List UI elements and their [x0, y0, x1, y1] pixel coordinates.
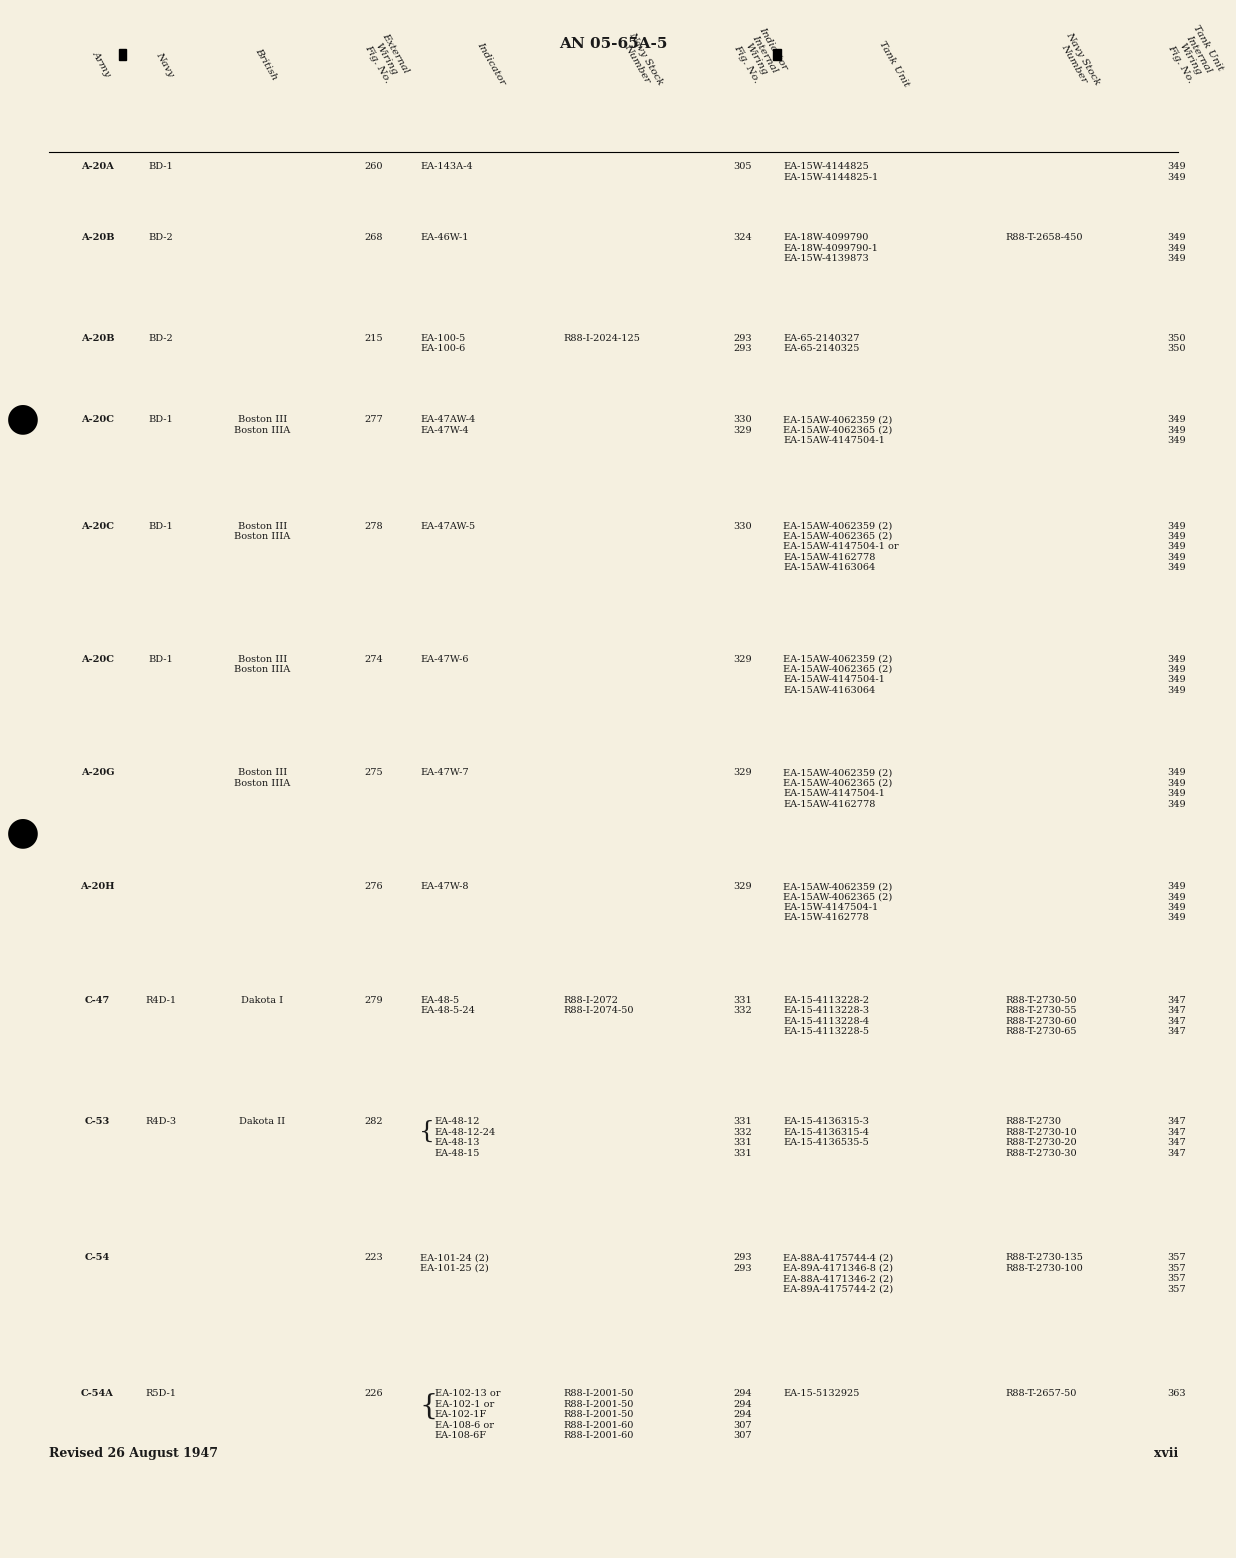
Text: Navy: Navy: [153, 50, 176, 78]
Text: A-20C: A-20C: [82, 654, 114, 664]
Text: R4D-1: R4D-1: [145, 996, 176, 1005]
Text: EA-47AW-5: EA-47AW-5: [420, 522, 476, 531]
Text: 268: 268: [365, 234, 383, 243]
Text: Army: Army: [90, 50, 112, 78]
Text: R5D-1: R5D-1: [145, 1390, 176, 1399]
Text: Boston III
Boston IIIA: Boston III Boston IIIA: [235, 654, 290, 675]
Text: BD-1: BD-1: [148, 414, 173, 424]
Text: A-20G: A-20G: [80, 768, 114, 777]
Text: 349
349
349: 349 349 349: [1167, 414, 1187, 446]
Text: C-54: C-54: [85, 1253, 110, 1262]
Text: {: {: [419, 1120, 435, 1144]
Text: 349
349
349
349: 349 349 349 349: [1167, 654, 1187, 695]
Text: 226: 226: [365, 1390, 383, 1399]
Text: R88-I-2001-50
R88-I-2001-50
R88-I-2001-50
R88-I-2001-60
R88-I-2001-60: R88-I-2001-50 R88-I-2001-50 R88-I-2001-5…: [564, 1390, 634, 1440]
Text: 349
349
349: 349 349 349: [1167, 234, 1187, 263]
Text: Navy Stock
Number: Navy Stock Number: [1056, 31, 1103, 92]
Text: EA-102-13 or
EA-102-1 or
EA-102-1F
EA-108-6 or
EA-108-6F: EA-102-13 or EA-102-1 or EA-102-1F EA-10…: [435, 1390, 501, 1440]
Text: A-20C: A-20C: [82, 414, 114, 424]
Text: BD-2: BD-2: [148, 333, 173, 343]
Text: EA-15-5132925: EA-15-5132925: [782, 1390, 859, 1399]
Text: EA-47W-7: EA-47W-7: [420, 768, 468, 777]
Text: 305: 305: [733, 162, 751, 171]
Text: 363: 363: [1167, 1390, 1187, 1399]
Text: A-20B: A-20B: [80, 234, 114, 243]
Text: R88-T-2730
R88-T-2730-10
R88-T-2730-20
R88-T-2730-30: R88-T-2730 R88-T-2730-10 R88-T-2730-20 R…: [1005, 1117, 1077, 1158]
Text: Boston III
Boston IIIA: Boston III Boston IIIA: [235, 414, 290, 435]
Text: R4D-3: R4D-3: [145, 1117, 176, 1126]
Text: xvii: xvii: [1153, 1447, 1178, 1460]
Text: 215: 215: [365, 333, 383, 343]
Text: C-47: C-47: [85, 996, 110, 1005]
Text: 294
294
294
307
307: 294 294 294 307 307: [733, 1390, 751, 1440]
Text: EA-15-4113228-2
EA-15-4113228-3
EA-15-4113228-4
EA-15-4113228-5: EA-15-4113228-2 EA-15-4113228-3 EA-15-41…: [782, 996, 869, 1036]
Text: EA-15-4136315-3
EA-15-4136315-4
EA-15-4136535-5: EA-15-4136315-3 EA-15-4136315-4 EA-15-41…: [782, 1117, 869, 1147]
Text: Tank Unit: Tank Unit: [878, 39, 911, 89]
Text: BD-1: BD-1: [148, 654, 173, 664]
Text: 276: 276: [365, 882, 383, 891]
Text: EA-48-5
EA-48-5-24: EA-48-5 EA-48-5-24: [420, 996, 476, 1016]
Text: 330: 330: [733, 522, 751, 531]
Text: BD-1: BD-1: [148, 522, 173, 531]
Text: 324: 324: [733, 234, 751, 243]
Text: EA-100-5
EA-100-6: EA-100-5 EA-100-6: [420, 333, 466, 354]
Text: Boston III
Boston IIIA: Boston III Boston IIIA: [235, 522, 290, 541]
Text: 223: 223: [365, 1253, 383, 1262]
Text: Revised 26 August 1947: Revised 26 August 1947: [49, 1447, 219, 1460]
Text: Dakota I: Dakota I: [241, 996, 283, 1005]
Text: 349
349
349
349: 349 349 349 349: [1167, 882, 1187, 922]
Text: 349
349: 349 349: [1167, 162, 1187, 182]
Text: EA-47AW-4
EA-47W-4: EA-47AW-4 EA-47W-4: [420, 414, 476, 435]
Text: 278: 278: [365, 522, 383, 531]
Text: 331
332
331
331: 331 332 331 331: [733, 1117, 751, 1158]
Text: BD-1: BD-1: [148, 162, 173, 171]
Text: External
Wiring
Fig. No.: External Wiring Fig. No.: [362, 31, 410, 86]
Text: Navy Stock
Number: Navy Stock Number: [618, 31, 665, 92]
Bar: [774, 48, 781, 61]
Text: Indicator: Indicator: [476, 41, 508, 87]
Text: EA-15AW-4062359 (2)
EA-15AW-4062365 (2)
EA-15AW-4147504-1: EA-15AW-4062359 (2) EA-15AW-4062365 (2) …: [782, 414, 892, 446]
Text: R88-T-2657-50: R88-T-2657-50: [1005, 1390, 1077, 1399]
Text: EA-18W-4099790
EA-18W-4099790-1
EA-15W-4139873: EA-18W-4099790 EA-18W-4099790-1 EA-15W-4…: [782, 234, 878, 263]
Text: R88-T-2730-135
R88-T-2730-100: R88-T-2730-135 R88-T-2730-100: [1005, 1253, 1083, 1273]
Text: EA-46W-1: EA-46W-1: [420, 234, 468, 243]
Text: EA-47W-6: EA-47W-6: [420, 654, 468, 664]
Text: R88-T-2730-50
R88-T-2730-55
R88-T-2730-60
R88-T-2730-65: R88-T-2730-50 R88-T-2730-55 R88-T-2730-6…: [1005, 996, 1077, 1036]
Text: 277: 277: [365, 414, 383, 424]
Text: 347
347
347
347: 347 347 347 347: [1167, 1117, 1187, 1158]
Text: 349
349
349
349: 349 349 349 349: [1167, 768, 1187, 809]
Text: 293
293: 293 293: [733, 333, 751, 354]
Text: AN 05-65A-5: AN 05-65A-5: [560, 37, 667, 51]
Text: ●: ●: [6, 399, 40, 438]
Text: EA-143A-4: EA-143A-4: [420, 162, 473, 171]
Text: Boston III
Boston IIIA: Boston III Boston IIIA: [235, 768, 290, 788]
Text: Tank Unit
Internal
Wiring
Fig. No.: Tank Unit Internal Wiring Fig. No.: [1164, 23, 1225, 89]
Text: 347
347
347
347: 347 347 347 347: [1167, 996, 1187, 1036]
Text: EA-15AW-4062359 (2)
EA-15AW-4062365 (2)
EA-15AW-4147504-1
EA-15AW-4163064: EA-15AW-4062359 (2) EA-15AW-4062365 (2) …: [782, 654, 892, 695]
Text: 331
332: 331 332: [733, 996, 751, 1016]
Text: EA-47W-8: EA-47W-8: [420, 882, 468, 891]
Text: 350
350: 350 350: [1168, 333, 1185, 354]
Text: 329: 329: [733, 654, 751, 664]
Text: A-20C: A-20C: [82, 522, 114, 531]
Text: A-20H: A-20H: [80, 882, 115, 891]
Text: EA-15AW-4062359 (2)
EA-15AW-4062365 (2)
EA-15AW-4147504-1 or
EA-15AW-4162778
EA-: EA-15AW-4062359 (2) EA-15AW-4062365 (2) …: [782, 522, 899, 572]
Text: EA-101-24 (2)
EA-101-25 (2): EA-101-24 (2) EA-101-25 (2): [420, 1253, 489, 1273]
Text: 357
357
357
357: 357 357 357 357: [1167, 1253, 1187, 1293]
Text: Dakota II: Dakota II: [240, 1117, 286, 1126]
Text: BD-2: BD-2: [148, 234, 173, 243]
Text: R88-I-2072
R88-I-2074-50: R88-I-2072 R88-I-2074-50: [564, 996, 634, 1016]
Text: EA-65-2140327
EA-65-2140325: EA-65-2140327 EA-65-2140325: [782, 333, 859, 354]
Text: R88-T-2658-450: R88-T-2658-450: [1005, 234, 1083, 243]
Text: EA-88A-4175744-4 (2)
EA-89A-4171346-8 (2)
EA-88A-4171346-2 (2)
EA-89A-4175744-2 : EA-88A-4175744-4 (2) EA-89A-4171346-8 (2…: [782, 1253, 894, 1293]
Text: 274: 274: [365, 654, 383, 664]
Text: EA-15AW-4062359 (2)
EA-15AW-4062365 (2)
EA-15W-4147504-1
EA-15W-4162778: EA-15AW-4062359 (2) EA-15AW-4062365 (2) …: [782, 882, 892, 922]
Text: British: British: [253, 47, 279, 81]
Text: R88-I-2024-125: R88-I-2024-125: [564, 333, 640, 343]
Text: ●: ●: [6, 813, 40, 851]
Text: A-20A: A-20A: [82, 162, 114, 171]
Text: A-20B: A-20B: [80, 333, 114, 343]
Text: 282: 282: [365, 1117, 383, 1126]
Text: EA-15W-4144825
EA-15W-4144825-1: EA-15W-4144825 EA-15W-4144825-1: [782, 162, 879, 182]
Text: 293
293: 293 293: [733, 1253, 751, 1273]
